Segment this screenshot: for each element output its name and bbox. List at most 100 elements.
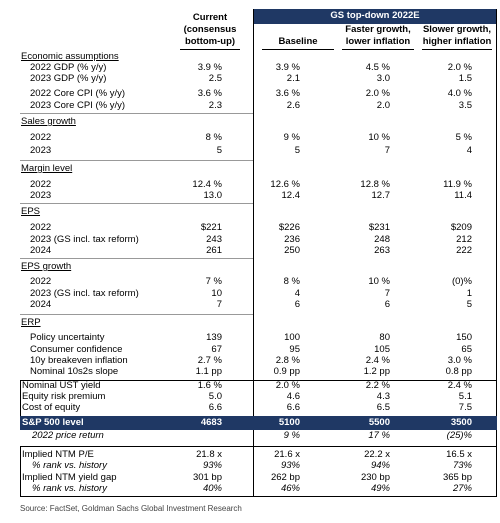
cell-value: (25)% (446, 430, 472, 441)
row-label: % rank vs. history (32, 483, 107, 494)
cell-value: 3.0 (376, 73, 390, 84)
row-label: Consumer confidence (30, 344, 123, 355)
header-current: bottom-up) (184, 36, 236, 47)
cell-value: 5.0 (208, 391, 222, 402)
row-label: % rank vs. history (32, 460, 107, 471)
cell-value: 1 (466, 288, 472, 299)
cell-value: 9 % (283, 430, 300, 441)
cell-value: 2.2 % (365, 380, 390, 391)
cell-value: 11.4 (454, 190, 472, 201)
cell-value: 73% (452, 460, 472, 471)
cell-value: 2.3 (208, 100, 222, 111)
cell-value: 8 % (283, 276, 300, 287)
cell-value: 5.1 (458, 391, 472, 402)
cell-value: 5100 (278, 417, 300, 428)
cell-value: 250 (284, 245, 300, 256)
cell-value: 22.2 x (364, 449, 390, 460)
section-heading: Margin level (21, 163, 73, 174)
row-label: 2023 (GS incl. tax reform) (30, 234, 139, 245)
cell-value: 7 % (205, 276, 222, 287)
cell-value: 6 (384, 299, 390, 310)
cell-value: 139 (206, 332, 222, 343)
cell-value: 2.0 % (275, 380, 300, 391)
row-label: 2022 (30, 222, 52, 233)
section-heading: EPS growth (21, 261, 72, 272)
cell-value: 4.5 % (365, 62, 390, 73)
cell-value: $209 (450, 222, 472, 233)
header-column: lower inflation (345, 36, 411, 47)
cell-value: 2.5 (208, 73, 222, 84)
cell-value: 4683 (200, 417, 222, 428)
cell-value: 6.6 (208, 402, 222, 413)
cell-value: 7.5 (458, 402, 472, 413)
row-label: 2023 (30, 145, 52, 156)
cell-value: 3.9 % (275, 62, 300, 73)
sp-bar (20, 416, 497, 430)
cell-value: 4.3 (376, 391, 390, 402)
gs-box-right (496, 9, 497, 497)
cell-value: 0.8 pp (445, 366, 472, 377)
box-top (20, 380, 497, 381)
row-label: 2022 price return (32, 430, 104, 441)
row-label: Equity risk premium (22, 391, 106, 402)
cell-value: 3.6 % (197, 88, 222, 99)
cell-value: 7 (384, 288, 390, 299)
cell-value: 248 (374, 234, 390, 245)
cell-value: 5 % (455, 132, 472, 143)
cell-value: 2.1 (286, 73, 300, 84)
cell-value: 95 (289, 344, 300, 355)
row-label: Cost of equity (22, 402, 81, 413)
header-column: Faster growth, (345, 24, 411, 35)
cell-value: 17 % (368, 430, 390, 441)
source-note: Source: FactSet, Goldman Sachs Global In… (20, 504, 242, 513)
cell-value: 10 % (368, 132, 390, 143)
row-label: Implied NTM yield gap (22, 472, 117, 483)
section-heading: ERP (21, 317, 41, 328)
cell-value: 2.4 % (447, 380, 472, 391)
cell-value: 13.0 (203, 190, 223, 201)
header-column: Baseline (278, 36, 318, 47)
cell-value: 12.6 % (270, 179, 300, 190)
cell-value: 4.6 (286, 391, 300, 402)
cell-value: 105 (374, 344, 390, 355)
cell-value: 93% (280, 460, 300, 471)
gs-box-bottom (253, 496, 497, 497)
section-rule (20, 160, 253, 161)
row-label: 2022 (30, 179, 52, 190)
section-rule (20, 258, 253, 259)
cell-value: 222 (456, 245, 472, 256)
cell-value: 10 % (368, 276, 390, 287)
cell-value: 12.7 (371, 190, 391, 201)
cell-value: 80 (379, 332, 390, 343)
cell-value: 2.0 % (365, 88, 390, 99)
cell-value: 0.9 pp (273, 366, 300, 377)
cell-value: 1.6 % (197, 380, 222, 391)
cell-value: 65 (461, 344, 472, 355)
section-rule (20, 203, 253, 204)
cell-value: 4.0 % (447, 88, 472, 99)
cell-value: 10 (211, 288, 222, 299)
cell-value: 4 (294, 288, 300, 299)
box2-left (20, 446, 21, 497)
row-label: S&P 500 level (22, 417, 84, 428)
cell-value: 1.1 pp (195, 366, 222, 377)
cell-value: 5 (294, 145, 300, 156)
cell-value: 12.4 (281, 190, 301, 201)
box-left (20, 380, 21, 416)
section-heading: Sales growth (21, 116, 76, 127)
cell-value: 301 bp (192, 472, 222, 483)
gs-header-bar (253, 9, 497, 24)
cell-value: 3.5 (458, 100, 472, 111)
cell-value: $226 (278, 222, 300, 233)
cell-value: 7 (384, 145, 390, 156)
cell-value: 1.5 (458, 73, 472, 84)
cell-value: 3.0 % (447, 355, 472, 366)
row-label: 2024 (30, 245, 52, 256)
cell-value: 8 % (205, 132, 222, 143)
cell-value: 5500 (368, 417, 390, 428)
cell-value: $231 (368, 222, 390, 233)
header-underline (180, 49, 240, 50)
cell-value: 230 bp (360, 472, 390, 483)
cell-value: 12.4 % (192, 179, 222, 190)
cell-value: 67 (211, 344, 222, 355)
